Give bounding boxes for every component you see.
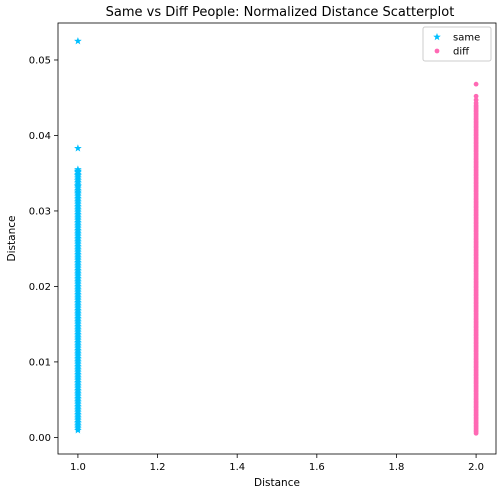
data-point — [74, 144, 82, 152]
y-axis-label: Distance — [6, 216, 18, 262]
legend-marker-same — [433, 33, 441, 41]
data-point — [473, 93, 479, 99]
x-tick-label: 1.8 — [389, 462, 405, 473]
legend-marker-diff — [434, 48, 440, 54]
x-tick-label: 1.0 — [70, 462, 86, 473]
data-point — [473, 81, 479, 87]
data-point — [74, 176, 82, 184]
y-tick-label: 0.05 — [29, 55, 51, 66]
legend-label-diff: diff — [453, 47, 470, 58]
legend: same diff — [422, 26, 492, 62]
data-point — [74, 167, 82, 175]
data-point — [74, 188, 82, 196]
data-point — [74, 426, 82, 434]
points-layer — [74, 37, 479, 436]
x-tick-label: 1.4 — [229, 462, 245, 473]
plot-frame — [57, 22, 497, 455]
legend-box — [422, 26, 492, 62]
y-tick-label: 0.04 — [29, 131, 51, 142]
x-tick-label: 1.2 — [150, 462, 166, 473]
x-axis: 1.0 1.2 1.4 1.6 1.8 2.0 — [70, 454, 484, 473]
data-point — [74, 171, 82, 179]
legend-label-same: same — [453, 33, 480, 44]
chart-title: Same vs Diff People: Normalized Distance… — [106, 5, 455, 20]
data-point — [74, 37, 82, 45]
data-point — [74, 182, 82, 190]
x-tick-label: 2.0 — [468, 462, 484, 473]
series-same — [74, 37, 82, 434]
x-axis-label: Distance — [254, 477, 300, 489]
y-axis: 0.00 0.01 0.02 0.03 0.04 0.05 — [29, 55, 58, 444]
data-point — [473, 100, 479, 106]
y-tick-label: 0.02 — [29, 282, 51, 293]
y-tick-label: 0.03 — [29, 206, 51, 217]
y-tick-label: 0.00 — [29, 433, 51, 444]
y-tick-label: 0.01 — [29, 357, 51, 368]
data-point — [473, 430, 479, 436]
x-tick-label: 1.6 — [309, 462, 325, 473]
series-diff — [473, 81, 479, 436]
